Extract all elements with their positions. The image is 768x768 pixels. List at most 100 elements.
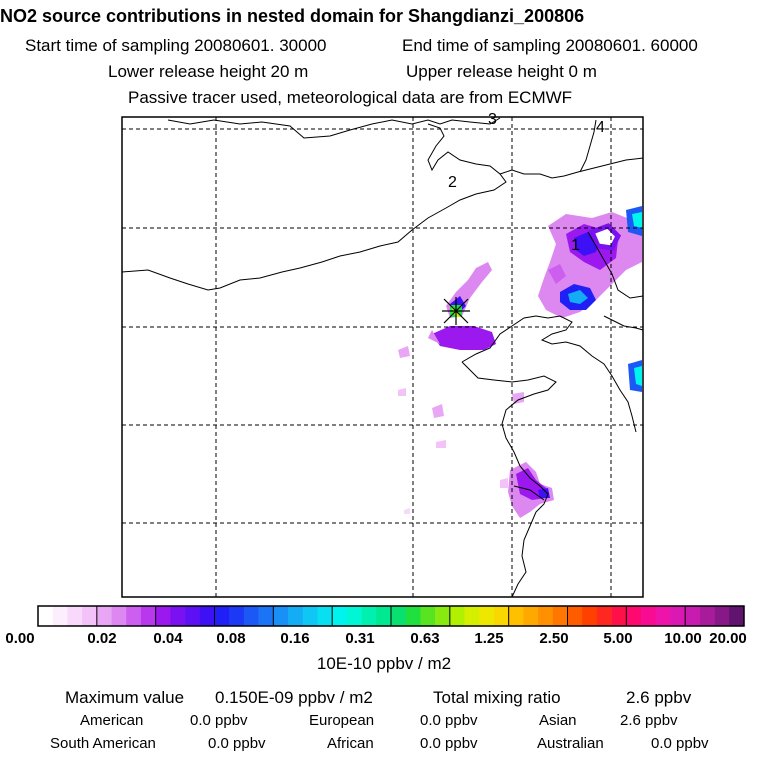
colorbar-swatch [435,606,451,626]
colorbar-tick: 0.16 [280,630,310,647]
receptor-marker [442,297,470,325]
colorbar-swatch [288,606,304,626]
boundary-line [587,231,644,299]
colorbar-tick: 5.00 [603,630,633,647]
plume-east-edge-core [634,366,642,386]
boundary-line [603,315,644,331]
colorbar-tick: 0.31 [345,630,375,647]
colorbar-swatch [52,606,68,626]
region-name-south-american: South American [50,735,156,752]
region-name-african: African [327,735,374,752]
colorbar-swatch [552,606,568,626]
total-mixing-value: 2.6 ppbv [626,688,692,707]
colorbar-swatch [538,606,554,626]
colorbar-swatch [126,606,142,626]
end-time-label: End time of sampling 20080601. 60000 [402,36,698,55]
region-value-european: 0.0 ppbv [420,712,478,729]
coastline [513,485,545,501]
plume-west-band [432,326,496,350]
colorbar-swatch [641,606,657,626]
colorbar [38,606,745,626]
patch-7 [404,508,410,514]
start-time-label: Start time of sampling 20080601. 30000 [25,36,327,55]
region-label-4: 4 [596,119,605,136]
colorbar-swatch [699,606,715,626]
patch-1 [398,346,410,358]
colorbar-swatch [611,606,627,626]
colorbar-swatch [317,606,333,626]
colorbar-swatch [243,606,259,626]
colorbar-swatch [567,606,583,626]
colorbar-unit: 10E-10 ppbv / m2 [316,654,452,673]
region-value-american: 0.0 ppbv [190,712,248,729]
patch-4 [512,392,524,404]
colorbar-swatch [229,606,245,626]
colorbar-tick: 10.00 [664,630,702,647]
region-value-african: 0.0 ppbv [420,735,478,752]
contribution-plumes [398,206,642,518]
colorbar-tick: 1.25 [474,630,504,647]
colorbar-swatch [199,606,215,626]
patch-6 [500,478,508,488]
region-name-european: European [309,712,375,729]
colorbar-swatch [464,606,480,626]
plume-ne-spot-core [568,290,588,304]
map-grid [122,117,643,597]
plume-ne-right-core [632,212,642,228]
colorbar-tick: 0.63 [410,630,440,647]
colorbar-swatch [596,606,612,626]
colorbar-swatch [332,606,348,626]
coastline [511,465,549,598]
max-value-label: Maximum value [65,688,185,707]
region-label-2: 2 [448,174,457,191]
colorbar-swatch [626,606,642,626]
colorbar-swatch [273,606,289,626]
plume-ne-ring [588,223,622,251]
colorbar-swatch [258,606,274,626]
region-value-australian: 0.0 ppbv [651,735,709,752]
colorbar-swatch [685,606,701,626]
colorbar-swatch [170,606,186,626]
colorbar-tick: 0.02 [87,630,117,647]
colorbar-swatch [361,606,377,626]
colorbar-swatch [214,606,230,626]
colorbar-swatch [376,606,392,626]
total-mixing-label: Total mixing ratio [433,688,561,707]
boundary-line [499,157,644,179]
colorbar-swatch [140,606,156,626]
colorbar-swatch [729,606,745,626]
colorbar-swatch [111,606,127,626]
tracer-label: Passive tracer used, meteorological data… [128,88,573,107]
colorbar-swatch [508,606,524,626]
colorbar-swatch [67,606,83,626]
colorbar-swatch [420,606,436,626]
colorbar-swatch [714,606,730,626]
colorbar-frame [37,605,745,627]
max-value: 0.150E-09 ppbv / m2 [215,688,373,707]
region-name-australian: Australian [537,735,604,752]
colorbar-swatch [405,606,421,626]
colorbar-swatch [523,606,539,626]
region-name-asian: Asian [539,712,577,729]
colorbar-swatch [96,606,112,626]
region-value-asian: 2.6 ppbv [620,712,678,729]
coastline [461,315,637,433]
patch-2 [398,388,406,396]
map-title: NO2 source contributions in nested domai… [0,6,585,26]
coastline [461,361,557,467]
colorbar-swatch [38,606,54,626]
colorbar-swatch [82,606,98,626]
boundary-line [579,119,597,173]
colorbar-swatch [302,606,318,626]
colorbar-swatch [449,606,465,626]
lower-release-label: Lower release height 20 m [108,62,309,81]
colorbar-swatch [655,606,671,626]
patch-5 [436,440,446,448]
plume-west-band-edge [428,330,440,344]
colorbar-swatch [479,606,495,626]
plume-ne-mid [548,264,566,284]
colorbar-swatch [493,606,509,626]
map-frame [121,116,644,598]
colorbar-tick: 0.08 [216,630,246,647]
